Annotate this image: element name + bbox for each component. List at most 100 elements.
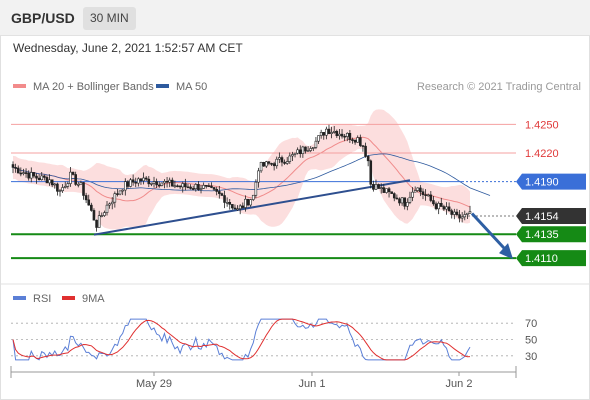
- candle-body: [327, 128, 331, 134]
- candle-body: [56, 183, 59, 192]
- candle-body: [453, 211, 456, 215]
- candle-body: [413, 190, 417, 193]
- candle-body: [275, 158, 279, 167]
- candle-body: [291, 154, 294, 157]
- candle-body: [61, 187, 64, 191]
- candle-body: [123, 181, 127, 191]
- candle-body: [144, 177, 148, 180]
- candle-body: [142, 177, 145, 182]
- candle-body: [372, 184, 375, 190]
- rsi-legend-label: 9MA: [82, 293, 105, 305]
- candle-body: [278, 157, 281, 160]
- level-tag: [516, 173, 586, 190]
- candle-body: [392, 193, 396, 199]
- candle-body: [19, 172, 23, 175]
- candle-body: [390, 191, 393, 194]
- x-tick-label: Jun 2: [446, 378, 473, 390]
- candle-body: [53, 183, 57, 186]
- rsi-ma-line: [12, 318, 471, 361]
- candle-body: [152, 181, 156, 184]
- rsi-legend-swatch: [13, 296, 26, 300]
- candle-body: [309, 148, 313, 151]
- candle-body: [48, 179, 51, 184]
- candle-body: [116, 193, 119, 195]
- candle-body: [426, 194, 430, 197]
- candle-body: [155, 181, 158, 186]
- level-label: 1.4250: [525, 119, 559, 131]
- candle-body: [97, 215, 101, 228]
- candle-body: [458, 214, 461, 219]
- candle-body: [37, 177, 41, 180]
- candle-body: [257, 170, 260, 183]
- candle-body: [14, 167, 17, 169]
- candle-body: [113, 193, 117, 203]
- level-tag: [516, 208, 586, 225]
- candle-body: [251, 194, 255, 200]
- candle-body: [306, 150, 310, 152]
- candle-body: [84, 195, 88, 201]
- candle-body: [220, 193, 224, 196]
- candle-body: [385, 188, 388, 193]
- candle-body: [191, 188, 195, 190]
- candle-body: [45, 177, 49, 184]
- candle-body: [254, 181, 258, 196]
- timeframe-button[interactable]: 30 MIN: [83, 7, 136, 30]
- candle-body: [296, 149, 299, 154]
- candle-body: [24, 172, 28, 174]
- candle-body: [450, 210, 454, 215]
- candle-body: [69, 171, 72, 184]
- candle-body: [189, 186, 192, 189]
- candle-body: [246, 198, 250, 206]
- candle-body: [463, 214, 467, 218]
- candle-body: [325, 128, 328, 136]
- candle-body: [359, 137, 362, 146]
- candle-body: [298, 149, 302, 155]
- candle-body: [92, 210, 96, 221]
- candle-body: [460, 216, 464, 219]
- candle-body: [157, 184, 161, 187]
- candle-body: [110, 201, 114, 205]
- candle-body: [262, 162, 265, 167]
- candle-body: [131, 179, 135, 183]
- candle-body: [353, 139, 357, 143]
- candle-body: [439, 203, 443, 207]
- candle-body: [215, 189, 218, 192]
- candle-body: [126, 181, 130, 187]
- rsi-legend-label: RSI: [33, 293, 51, 305]
- candle-body: [338, 133, 341, 137]
- candle-body: [408, 196, 412, 203]
- candle-body: [16, 167, 20, 174]
- candle-body: [50, 179, 54, 186]
- candle-body: [317, 135, 320, 142]
- candle-body: [118, 190, 122, 195]
- candle-body: [173, 185, 177, 188]
- candle-body: [432, 200, 435, 205]
- candle-body: [184, 183, 187, 188]
- candle-body: [35, 175, 38, 179]
- currency-pair-title: GBP/USD: [11, 10, 75, 26]
- candle-body: [212, 187, 216, 190]
- rsi-tick-label: 30: [525, 351, 537, 363]
- candle-body: [207, 185, 211, 188]
- candle-body: [168, 179, 171, 183]
- candle-body: [150, 183, 153, 185]
- level-tag: [516, 250, 586, 267]
- candle-body: [74, 174, 77, 185]
- candle-body: [421, 191, 425, 195]
- legend-swatch: [156, 84, 169, 88]
- candle-body: [374, 184, 378, 190]
- candle-body: [312, 147, 315, 149]
- candle-body: [411, 191, 414, 198]
- candle-body: [134, 181, 138, 184]
- candle-body: [11, 164, 15, 168]
- candle-body: [366, 156, 370, 162]
- candle-body: [199, 188, 203, 190]
- x-tick-label: Jun 1: [299, 378, 326, 390]
- ma20-line: [12, 136, 471, 208]
- candle-body: [403, 197, 407, 207]
- forecast-arrow-head: [499, 243, 513, 260]
- level-tag: [516, 226, 586, 243]
- candle-body: [377, 184, 380, 189]
- candle-body: [129, 179, 132, 187]
